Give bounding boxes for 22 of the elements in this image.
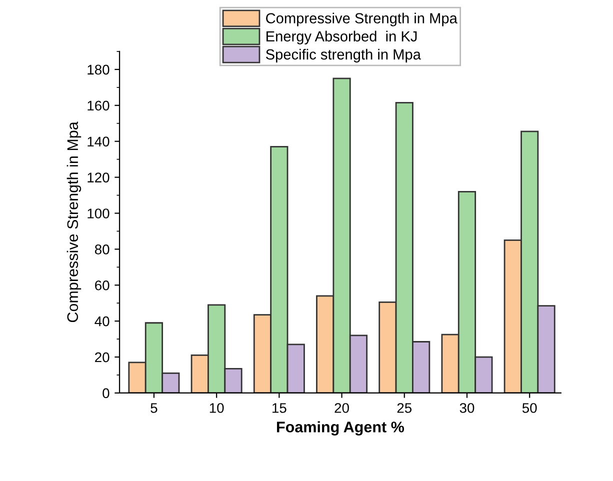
y-tick-label: 0: [102, 388, 110, 398]
y-tick-label: 80: [94, 244, 110, 254]
x-axis-title: Foaming Agent %: [277, 421, 404, 436]
x-tick-label: 50: [522, 403, 537, 413]
y-tick-label: 40: [94, 316, 110, 326]
y-tick-label: 180: [88, 64, 110, 75]
y-tick-label: 100: [88, 208, 110, 218]
y-tick-label: 160: [88, 100, 110, 111]
y-axis-title: Compressive Strength in Mpa: [66, 122, 82, 322]
legend-label: Specific strength in Mpa: [266, 48, 421, 62]
y-tick-label: 120: [88, 172, 110, 182]
legend-label: Energy Absorbed in KJ: [266, 30, 417, 44]
x-tick-label: 10: [210, 403, 224, 413]
legend-label: Compressive Strength in Mpa: [266, 12, 458, 26]
x-tick-label: 30: [460, 403, 474, 413]
y-tick-label: 140: [88, 136, 110, 147]
y-tick-label: 60: [95, 280, 110, 290]
x-tick-label: 5: [150, 403, 158, 413]
y-tick-label: 20: [95, 352, 110, 362]
x-tick-label: 20: [334, 403, 349, 413]
x-tick-label: 25: [397, 403, 412, 413]
x-tick-label: 15: [272, 403, 286, 413]
